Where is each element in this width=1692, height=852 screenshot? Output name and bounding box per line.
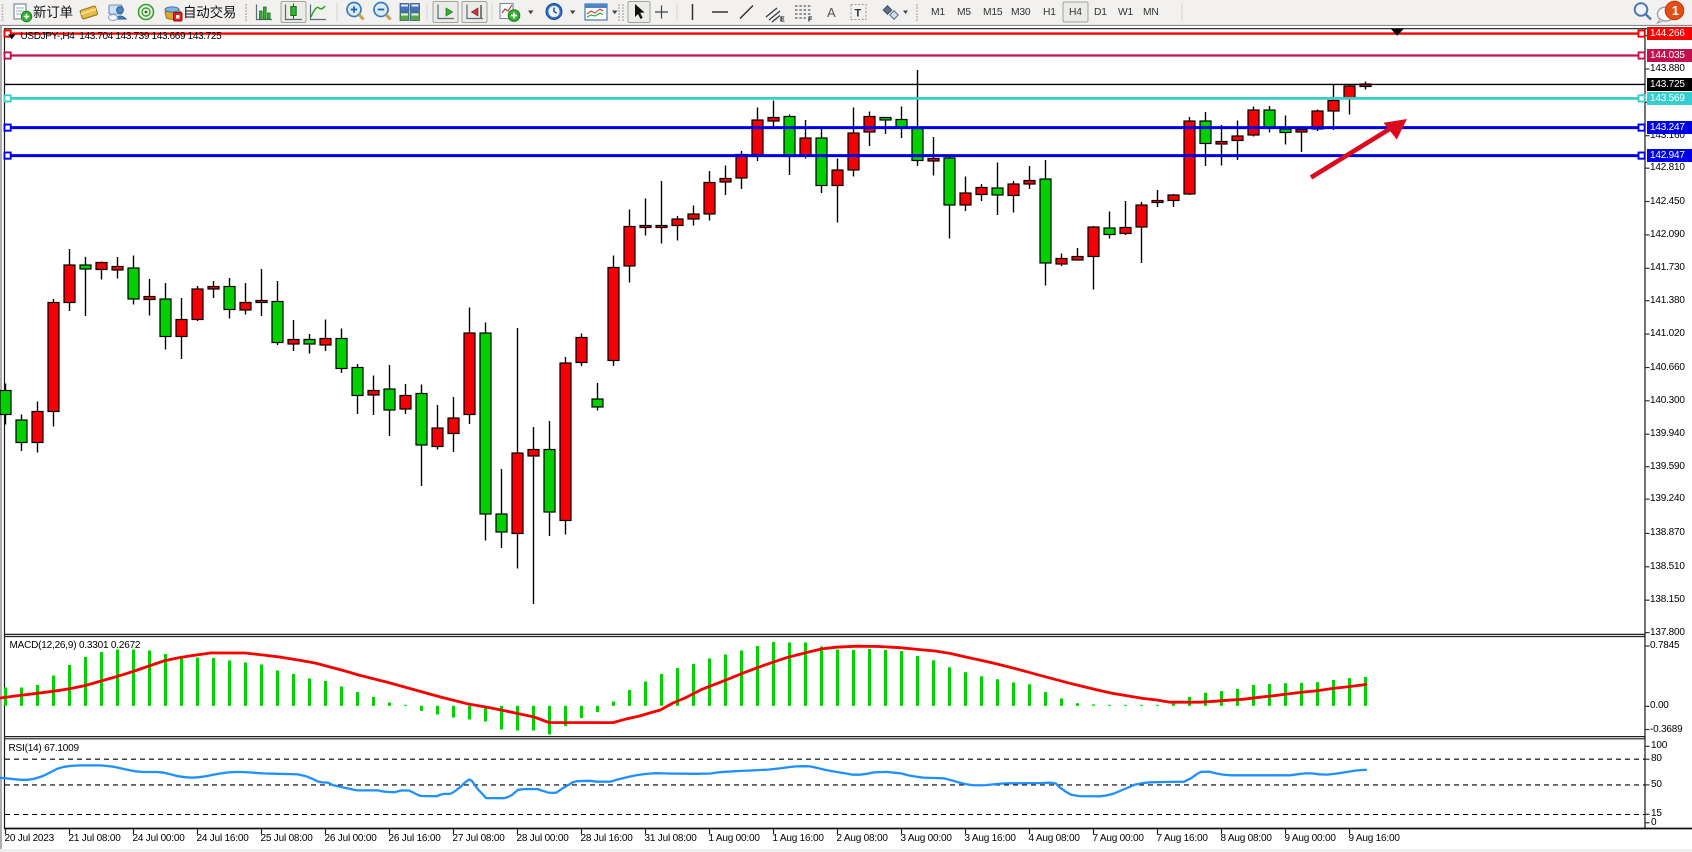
svg-text:T: T bbox=[855, 8, 862, 20]
svg-text:E: E bbox=[780, 17, 785, 24]
svg-text:F: F bbox=[808, 17, 813, 24]
svg-text:A: A bbox=[827, 5, 836, 20]
svg-text:1: 1 bbox=[1672, 3, 1679, 18]
